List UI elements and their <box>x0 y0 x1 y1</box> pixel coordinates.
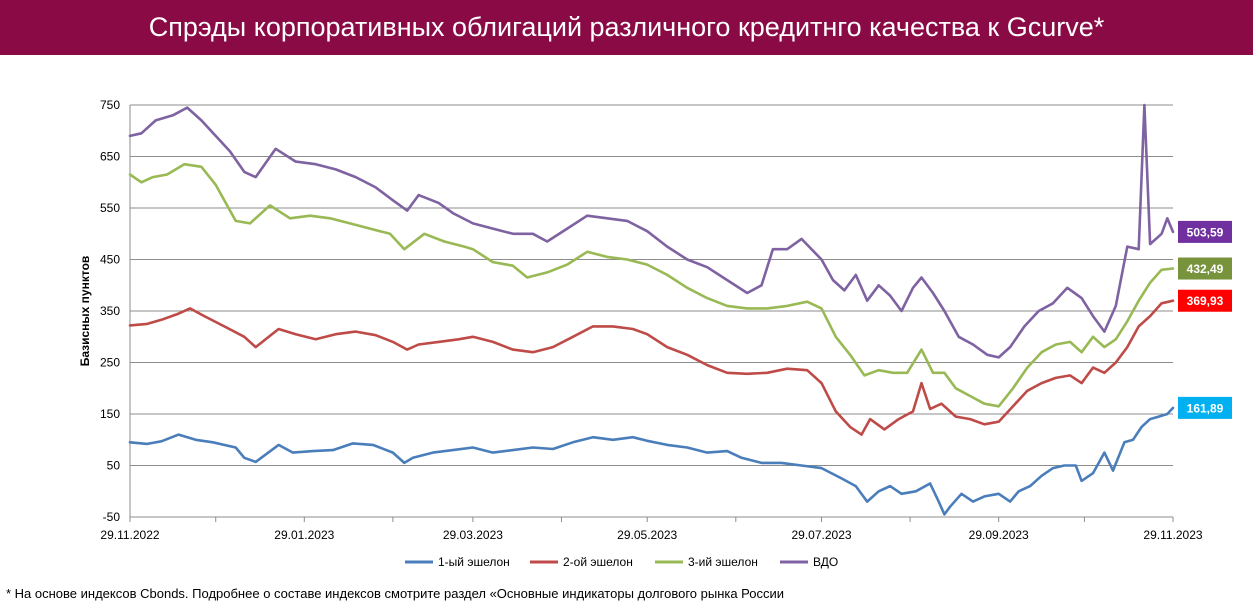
series-echelon-3-end-label-box <box>1178 257 1232 280</box>
y-tick-label: 450 <box>100 253 120 267</box>
y-tick-label: 250 <box>100 356 120 370</box>
y-tick-label: 350 <box>100 304 120 318</box>
x-tick-label: 29.01.2023 <box>274 528 334 542</box>
series-vdo-end-label-box <box>1178 220 1232 243</box>
chart-title: Спрэды корпоративных облигаций различног… <box>148 12 1105 42</box>
x-tick-label: 29.11.2022 <box>100 528 159 542</box>
x-tick-label: 29.11.2023 <box>1143 528 1202 542</box>
x-tick-label: 29.05.2023 <box>617 528 677 542</box>
y-tick-label: 550 <box>100 201 120 215</box>
series-echelon-2-end-label-box <box>1178 289 1232 312</box>
title-bar <box>0 0 1253 55</box>
series-echelon-2-line <box>128 299 1175 436</box>
series-echelon-2-end-label: 369,93 <box>1187 294 1224 308</box>
series-echelon-1-end-label: 161,89 <box>1187 401 1224 415</box>
footnote: * На основе индексов Cbonds. Подробнее о… <box>6 586 785 601</box>
y-tick-label: 650 <box>100 150 120 164</box>
x-tick-label: 29.03.2023 <box>443 528 503 542</box>
x-tick-label: 29.09.2023 <box>969 528 1029 542</box>
series-echelon-3-line <box>128 162 1175 408</box>
y-tick-label: -50 <box>103 510 121 524</box>
series-echelon-1-legend-label: 1-ый эшелон <box>438 555 510 569</box>
y-tick-label: 750 <box>100 98 120 112</box>
series-vdo-end-label: 503,59 <box>1187 225 1224 239</box>
y-tick-label: 50 <box>107 459 121 473</box>
y-axis-title: Базисных пунктов <box>78 256 92 367</box>
series-echelon-3-end-label: 432,49 <box>1187 262 1224 276</box>
series-echelon-3-legend-label: 3-ий эшелон <box>688 555 758 569</box>
chart: -50 50 150 250 350 450 550 650 750 29.11.2022 29.0… <box>78 98 1232 569</box>
series-echelon-1-line <box>128 406 1175 516</box>
x-tick-label: 29.07.2023 <box>791 528 851 542</box>
y-tick-label: 150 <box>100 407 120 421</box>
series-echelon-2-legend-label: 2-ой эшелон <box>563 555 633 569</box>
series-vdo-legend-label: ВДО <box>813 555 838 569</box>
series-vdo-line <box>128 103 1175 359</box>
series-echelon-1-end-label-box <box>1178 396 1232 419</box>
